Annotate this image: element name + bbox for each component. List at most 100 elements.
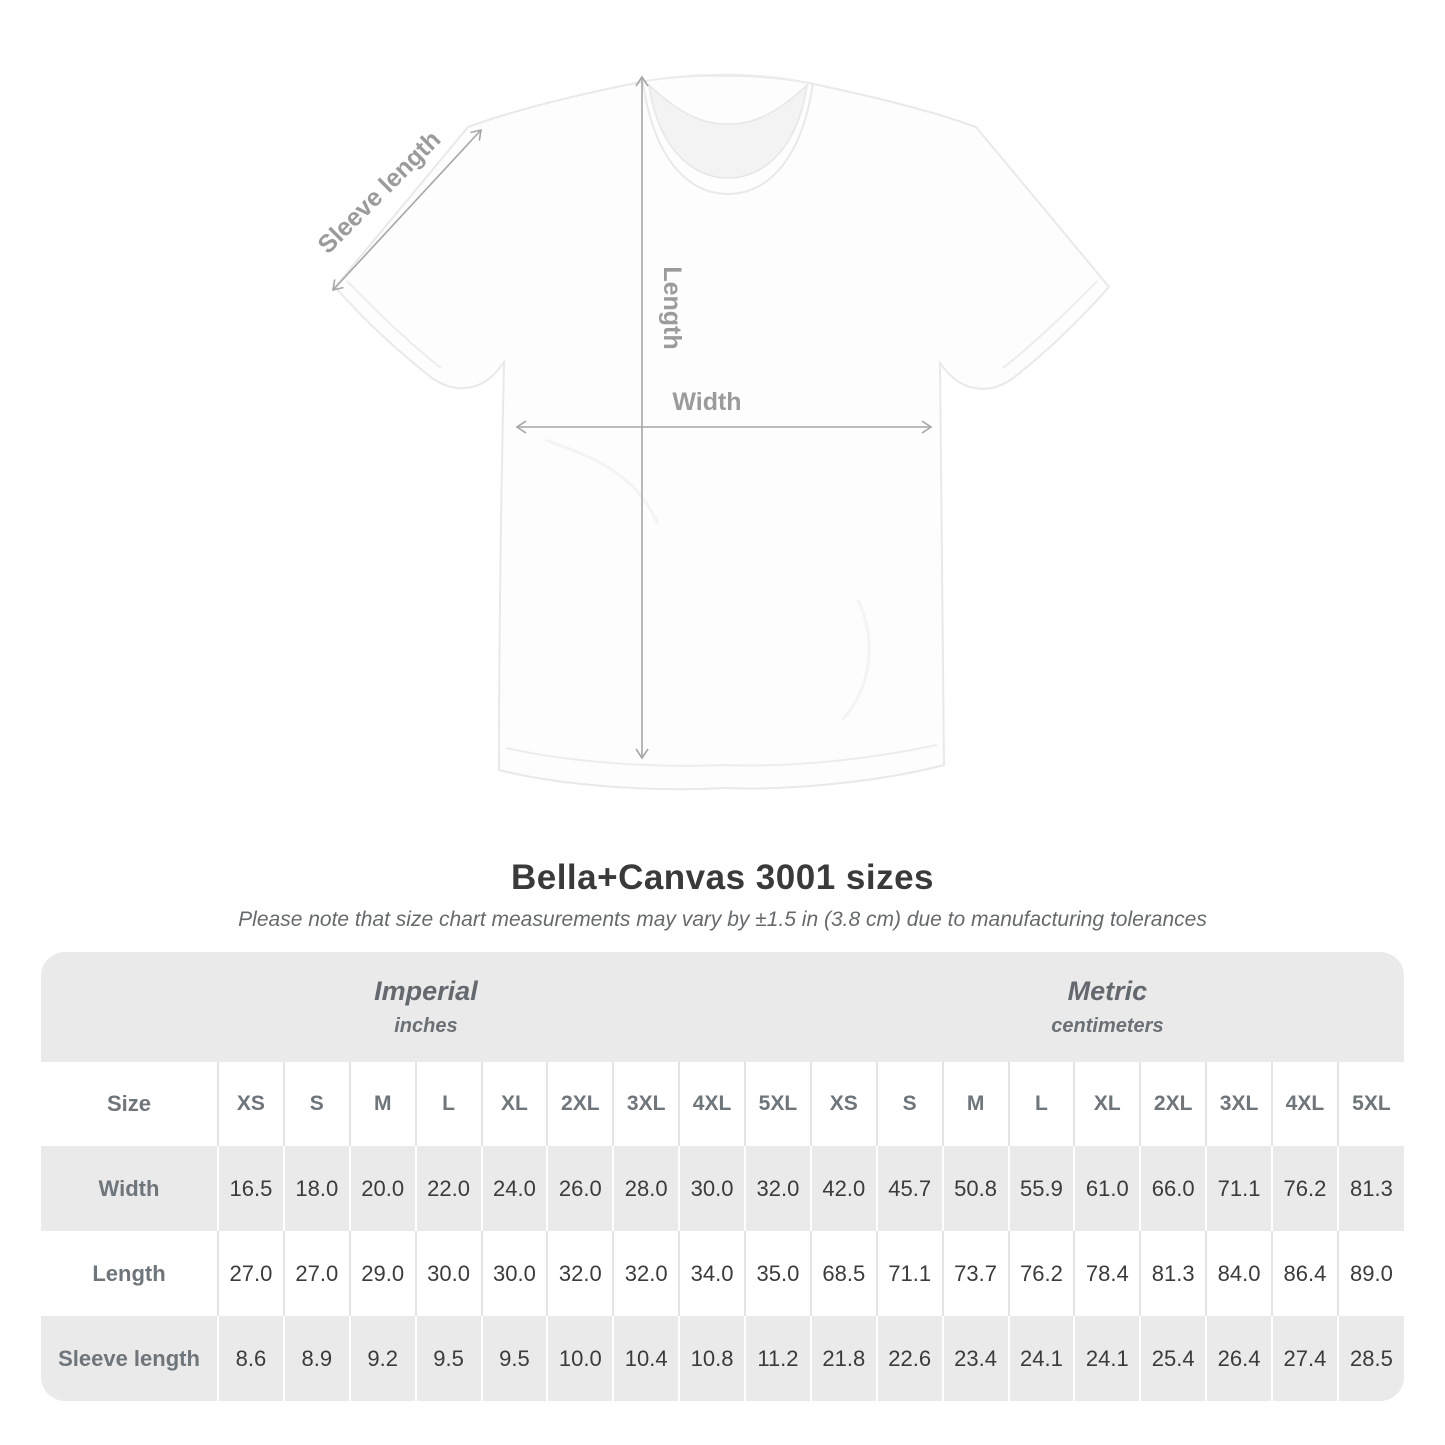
sleeve-length-row: Sleeve length 8.6 8.9 9.2 9.5 9.5 10.0 1… xyxy=(41,1316,1404,1401)
measurement-cell: 11.2 xyxy=(744,1316,811,1401)
measurement-cell: 78.4 xyxy=(1073,1231,1141,1316)
measurement-cell: 30.0 xyxy=(480,1231,548,1316)
size-col-header: L xyxy=(414,1062,482,1146)
measurement-cell: 28.0 xyxy=(612,1146,680,1231)
measurement-cell: 81.3 xyxy=(1336,1146,1404,1231)
imperial-unit: inches xyxy=(394,1015,458,1037)
size-col-header: M xyxy=(348,1062,416,1146)
measurement-cell: 71.1 xyxy=(1205,1146,1272,1231)
collar-opening xyxy=(647,82,809,179)
measurement-cell: 10.4 xyxy=(612,1316,680,1401)
size-col-header: 5XL xyxy=(1336,1062,1404,1146)
measurement-cell: 42.0 xyxy=(809,1146,877,1231)
tshirt-measurement-diagram: Sleeve length Length Width xyxy=(312,73,1111,791)
measurement-cell: 68.5 xyxy=(809,1231,877,1316)
size-header: Size xyxy=(41,1062,218,1146)
measurement-cell: 16.5 xyxy=(217,1146,284,1231)
size-col-header: 2XL xyxy=(546,1062,614,1146)
measurement-cell: 20.0 xyxy=(348,1146,416,1231)
measurement-cell: 76.2 xyxy=(1007,1231,1075,1316)
size-col-header: 4XL xyxy=(678,1062,745,1146)
fabric-fold xyxy=(840,599,871,722)
size-table: Imperial inches Metric centimeters Size … xyxy=(41,952,1404,1401)
left-cuff-seam xyxy=(346,280,442,369)
measurement-cell: 29.0 xyxy=(348,1231,416,1316)
unit-group-row: Imperial inches Metric centimeters xyxy=(41,952,1404,1062)
measurement-cell: 26.4 xyxy=(1205,1316,1272,1401)
measurement-cell: 9.5 xyxy=(480,1316,548,1401)
measurement-cell: 84.0 xyxy=(1205,1231,1272,1316)
size-col-header: 3XL xyxy=(612,1062,680,1146)
measurement-cell: 21.8 xyxy=(809,1316,877,1401)
measurement-cell: 89.0 xyxy=(1336,1231,1404,1316)
width-label: Width xyxy=(672,388,741,416)
size-col-header: XS xyxy=(809,1062,877,1146)
measurement-cell: 66.0 xyxy=(1139,1146,1207,1231)
sleeve-length-arrow xyxy=(332,128,482,292)
measurement-cell: 8.6 xyxy=(217,1316,284,1401)
page-title: Bella+Canvas 3001 sizes xyxy=(510,858,935,897)
measurement-cell: 25.4 xyxy=(1139,1316,1207,1401)
size-col-header: 5XL xyxy=(744,1062,811,1146)
measurement-cell: 10.8 xyxy=(678,1316,745,1401)
bottom-hem-seam xyxy=(505,744,938,767)
measurement-cell: 81.3 xyxy=(1139,1231,1207,1316)
measurement-cell: 32.0 xyxy=(744,1146,811,1231)
measurement-cell: 55.9 xyxy=(1007,1146,1075,1231)
row-label-sleeve-length: Sleeve length xyxy=(58,1345,200,1371)
measurement-cell: 22.6 xyxy=(875,1316,943,1401)
size-col-header: L xyxy=(1007,1062,1075,1146)
measurement-cell: 24.1 xyxy=(1073,1316,1141,1401)
imperial-label: Imperial xyxy=(374,976,478,1006)
measurement-cell: 9.5 xyxy=(414,1316,482,1401)
tolerance-note: Please note that size chart measurements… xyxy=(238,908,1207,931)
width-row: Width 16.5 18.0 20.0 22.0 24.0 26.0 28.0… xyxy=(41,1146,1404,1231)
measurement-cell: 27.0 xyxy=(282,1231,350,1316)
row-label-length: Length xyxy=(92,1260,166,1286)
measurement-cell: 24.0 xyxy=(480,1146,548,1231)
measurement-cell: 30.0 xyxy=(678,1146,745,1231)
measurement-cell: 27.0 xyxy=(217,1231,284,1316)
size-col-header: M xyxy=(941,1062,1009,1146)
measurement-cell: 61.0 xyxy=(1073,1146,1141,1231)
size-col-header: XL xyxy=(480,1062,548,1146)
size-col-header: S xyxy=(875,1062,943,1146)
measurement-cell: 26.0 xyxy=(546,1146,614,1231)
measurement-cell: 9.2 xyxy=(348,1316,416,1401)
size-col-header: XS xyxy=(217,1062,284,1146)
measurement-cell: 71.1 xyxy=(875,1231,943,1316)
right-cuff-seam xyxy=(1002,280,1098,369)
measurement-cell: 28.5 xyxy=(1336,1316,1404,1401)
size-table-container: Imperial inches Metric centimeters Size … xyxy=(41,952,1404,1401)
collar-seam-front xyxy=(642,82,814,196)
size-col-header: XL xyxy=(1073,1062,1141,1146)
measurement-cell: 30.0 xyxy=(414,1231,482,1316)
fabric-fold xyxy=(544,438,660,525)
collar-seam-back xyxy=(646,73,809,84)
measurement-cell: 18.0 xyxy=(282,1146,350,1231)
length-label: Length xyxy=(658,266,686,349)
measurement-cell: 35.0 xyxy=(744,1231,811,1316)
measurement-cell: 10.0 xyxy=(546,1316,614,1401)
measurement-cell: 8.9 xyxy=(282,1316,350,1401)
metric-unit: centimeters xyxy=(1051,1015,1164,1037)
measurement-cell: 86.4 xyxy=(1271,1231,1338,1316)
measurement-cell: 34.0 xyxy=(678,1231,745,1316)
size-header-row: Size XS S M L XL 2XL 3XL 4XL 5XL XS S M … xyxy=(41,1062,1404,1146)
measurement-cell: 32.0 xyxy=(546,1231,614,1316)
measurement-cell: 27.4 xyxy=(1271,1316,1338,1401)
measurement-cell: 45.7 xyxy=(875,1146,943,1231)
measurement-cell: 50.8 xyxy=(941,1146,1009,1231)
measurement-cell: 23.4 xyxy=(941,1316,1009,1401)
size-col-header: 4XL xyxy=(1271,1062,1338,1146)
measurement-cell: 24.1 xyxy=(1007,1316,1075,1401)
size-col-header: 2XL xyxy=(1139,1062,1207,1146)
measurement-cell: 32.0 xyxy=(612,1231,680,1316)
tshirt-image xyxy=(333,73,1111,791)
length-row: Length 27.0 27.0 29.0 30.0 30.0 32.0 32.… xyxy=(41,1231,1404,1316)
measurement-cell: 76.2 xyxy=(1271,1146,1338,1231)
size-col-header: 3XL xyxy=(1205,1062,1272,1146)
row-label-width: Width xyxy=(98,1175,160,1201)
measurement-cell: 22.0 xyxy=(414,1146,482,1231)
